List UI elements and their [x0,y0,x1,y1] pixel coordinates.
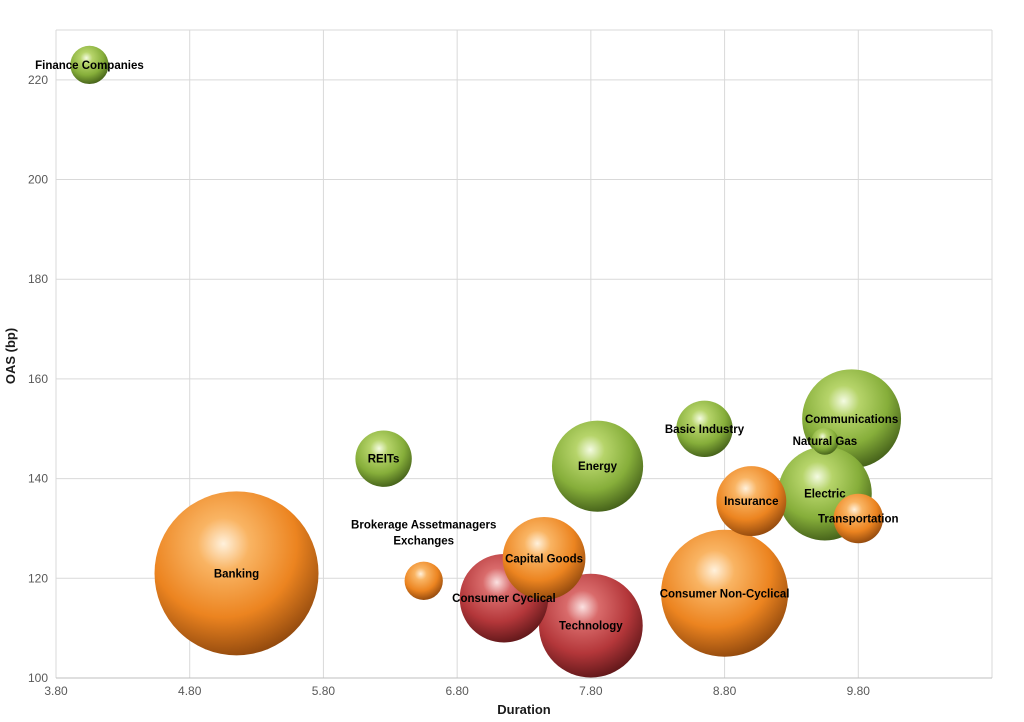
bubbles [70,45,902,678]
y-tick-label: 220 [28,73,48,87]
x-tick-label: 4.80 [178,684,202,698]
bubble [502,516,586,600]
x-tick-label: 8.80 [713,684,737,698]
bubble-label: Exchanges [393,536,454,548]
bubble-label: Communications [805,414,898,426]
y-tick-label: 140 [28,472,48,486]
bubble [404,561,443,600]
y-tick-label: 200 [28,173,48,187]
x-tick-label: 7.80 [579,684,603,698]
bubble [716,466,787,537]
bubble-label: Insurance [724,496,778,508]
bubble-label: REITs [368,454,400,466]
bubble [676,400,733,457]
bubble-label: Transportation [818,513,899,525]
bubble-label: Basic Industry [665,424,745,436]
x-tick-label: 5.80 [312,684,336,698]
bubble-label: Natural Gas [793,436,858,448]
bubble-label: Capital Goods [505,553,583,565]
bubble [154,491,319,656]
bubble [833,493,884,544]
bubble [355,430,412,487]
bubble-label: Banking [214,568,259,580]
bubble-label: Brokerage Assetmanagers [351,520,496,532]
y-tick-label: 100 [28,671,48,685]
bubble [70,45,109,85]
bubble-label: Energy [578,461,618,473]
x-tick-label: 6.80 [445,684,469,698]
bubble [538,573,643,678]
y-tick-label: 120 [28,571,48,585]
x-tick-label: 3.80 [44,684,68,698]
bubble-label: Finance Companies [35,60,144,72]
y-tick-label: 180 [28,272,48,286]
axes: Duration OAS (bp) 3.80 4.80 5.80 6.80 7.80 8.… [3,73,870,717]
bubble-label: Consumer Cyclical [452,593,556,605]
bubble [551,420,644,512]
bubble-label: Technology [559,621,623,633]
bubble-label: Consumer Non-Cyclical [660,588,790,600]
bubble [661,529,789,657]
y-axis-title: OAS (bp) [3,328,18,384]
bubble-label: Electric [804,489,846,501]
bubble-labels: Finance Companies REITs Energy Basic Indust… [35,60,898,633]
x-axis-title: Duration [497,702,551,717]
x-tick-label: 9.80 [847,684,871,698]
bubble [811,427,839,455]
y-tick-label: 160 [28,372,48,386]
grid [55,29,993,679]
